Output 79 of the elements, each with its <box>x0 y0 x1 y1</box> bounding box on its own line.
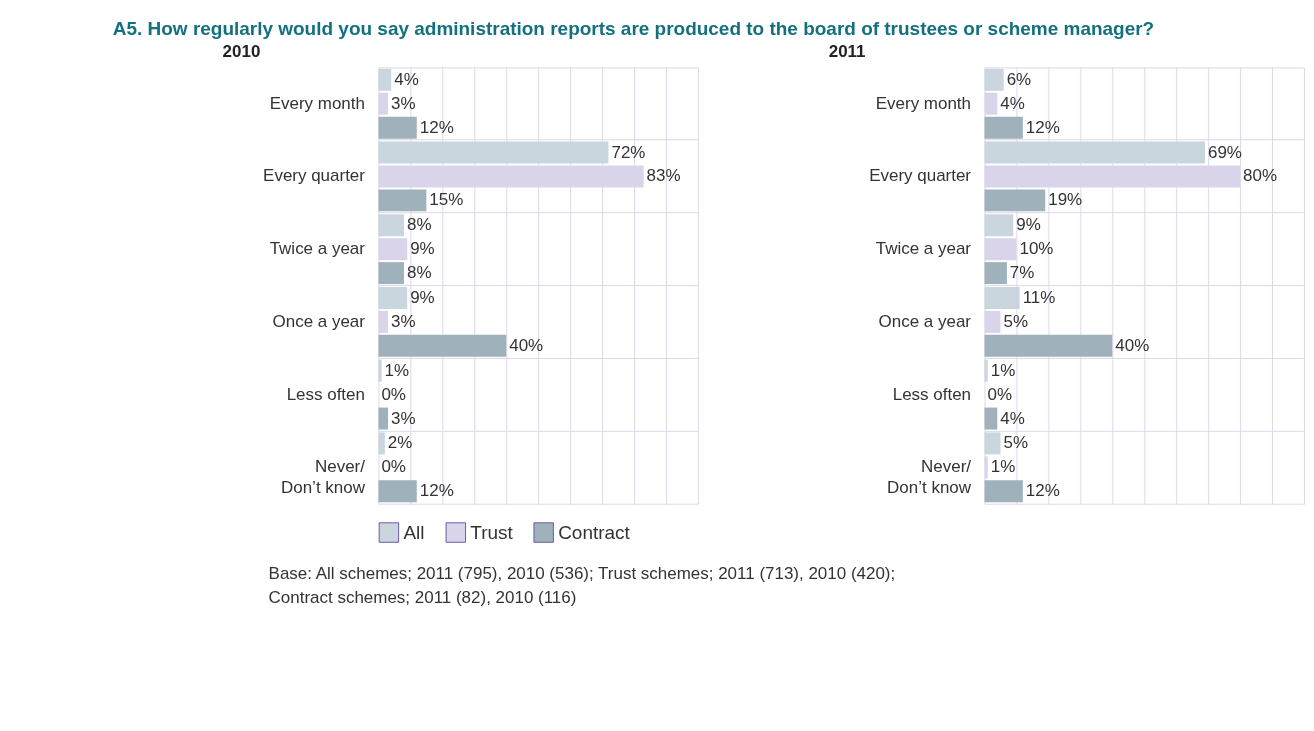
bar <box>378 189 427 212</box>
bar <box>984 262 1007 285</box>
data-label: 0% <box>381 384 406 404</box>
data-label: 80% <box>1243 166 1278 186</box>
data-label: 83% <box>646 166 681 186</box>
y-tick-label: Never/ Don’t know <box>887 457 972 498</box>
bar <box>984 68 1004 91</box>
data-label: 4% <box>1000 408 1025 428</box>
text: 2010 <box>222 42 261 62</box>
bar <box>378 359 382 382</box>
data-label: 12% <box>419 117 454 137</box>
data-label: 9% <box>410 239 435 259</box>
data-label: 9% <box>410 287 435 307</box>
data-label: 69% <box>1207 142 1242 162</box>
data-label: 3% <box>391 93 416 113</box>
data-label: 1% <box>990 457 1016 477</box>
data-label: 15% <box>429 190 464 210</box>
y-tick-label: Every month <box>269 93 365 113</box>
data-label: 0% <box>381 457 406 477</box>
bar <box>984 214 1014 237</box>
data-label: 7% <box>1009 263 1035 283</box>
y-tick-label: Every quarter <box>869 166 972 186</box>
data-label: 4% <box>1000 93 1025 113</box>
y-tick-label: Twice a year <box>269 239 366 259</box>
data-label: 8% <box>406 263 432 283</box>
data-label: 11% <box>1022 287 1056 307</box>
bar <box>378 286 408 309</box>
bar <box>984 141 1205 164</box>
bar <box>378 116 417 139</box>
bar <box>378 262 404 285</box>
data-label: 40% <box>509 335 544 355</box>
data-label: 3% <box>391 311 416 331</box>
bar <box>984 480 1023 503</box>
y-tick-label: Twice a year <box>875 239 972 259</box>
legend-label: Contract <box>558 521 631 543</box>
data-label: 9% <box>1016 215 1041 235</box>
data-label: 8% <box>406 215 432 235</box>
y-tick-label: Less often <box>286 384 365 404</box>
data-label: 72% <box>611 142 646 162</box>
text: Base: All schemes; 2011 (795), 2010 (536); Trust schemes; 2011 (713), 2010 (420); Contract schemes; 2011 (82), 2010 (116) <box>268 563 896 607</box>
data-label: 12% <box>1025 117 1060 137</box>
bar <box>378 432 385 455</box>
y-tick-label: Once a year <box>878 311 972 331</box>
data-label: 6% <box>1006 69 1032 89</box>
data-label: 4% <box>394 69 419 89</box>
bar <box>378 407 389 430</box>
bar <box>984 407 998 430</box>
bar <box>378 334 507 357</box>
bar <box>984 359 988 382</box>
data-label: 1% <box>990 360 1016 380</box>
bar <box>984 334 1113 357</box>
data-label: 5% <box>1003 433 1028 453</box>
y-tick-label: Never/ Don’t know <box>280 457 366 498</box>
text: 2011 <box>828 42 866 62</box>
y-tick-label: Less often <box>892 384 972 404</box>
data-label: 10% <box>1019 239 1054 259</box>
bar <box>984 116 1023 139</box>
data-label: 12% <box>1025 481 1060 501</box>
y-tick-label: Once a year <box>272 311 366 331</box>
bar <box>378 480 417 503</box>
bar <box>378 68 392 91</box>
bar <box>378 214 404 237</box>
data-label: 2% <box>387 433 413 453</box>
data-label: 0% <box>987 384 1013 404</box>
data-label: 3% <box>391 408 416 428</box>
legend-label: Trust <box>470 521 514 543</box>
y-tick-label: Every month <box>875 93 972 113</box>
legend-label: All <box>403 521 425 543</box>
data-label: 40% <box>1115 335 1150 355</box>
chart-title: A5. How regularly would you say administration reports are produced to the board of trustees or scheme manager? <box>112 18 1155 40</box>
bar <box>378 141 609 164</box>
data-label: 5% <box>1003 311 1028 331</box>
data-label: 19% <box>1048 190 1083 210</box>
y-tick-label: Every quarter <box>263 166 366 186</box>
bar <box>984 432 1001 455</box>
data-label: 1% <box>384 360 410 380</box>
data-label: 12% <box>419 481 454 501</box>
bar <box>984 286 1020 309</box>
bar <box>984 189 1046 212</box>
